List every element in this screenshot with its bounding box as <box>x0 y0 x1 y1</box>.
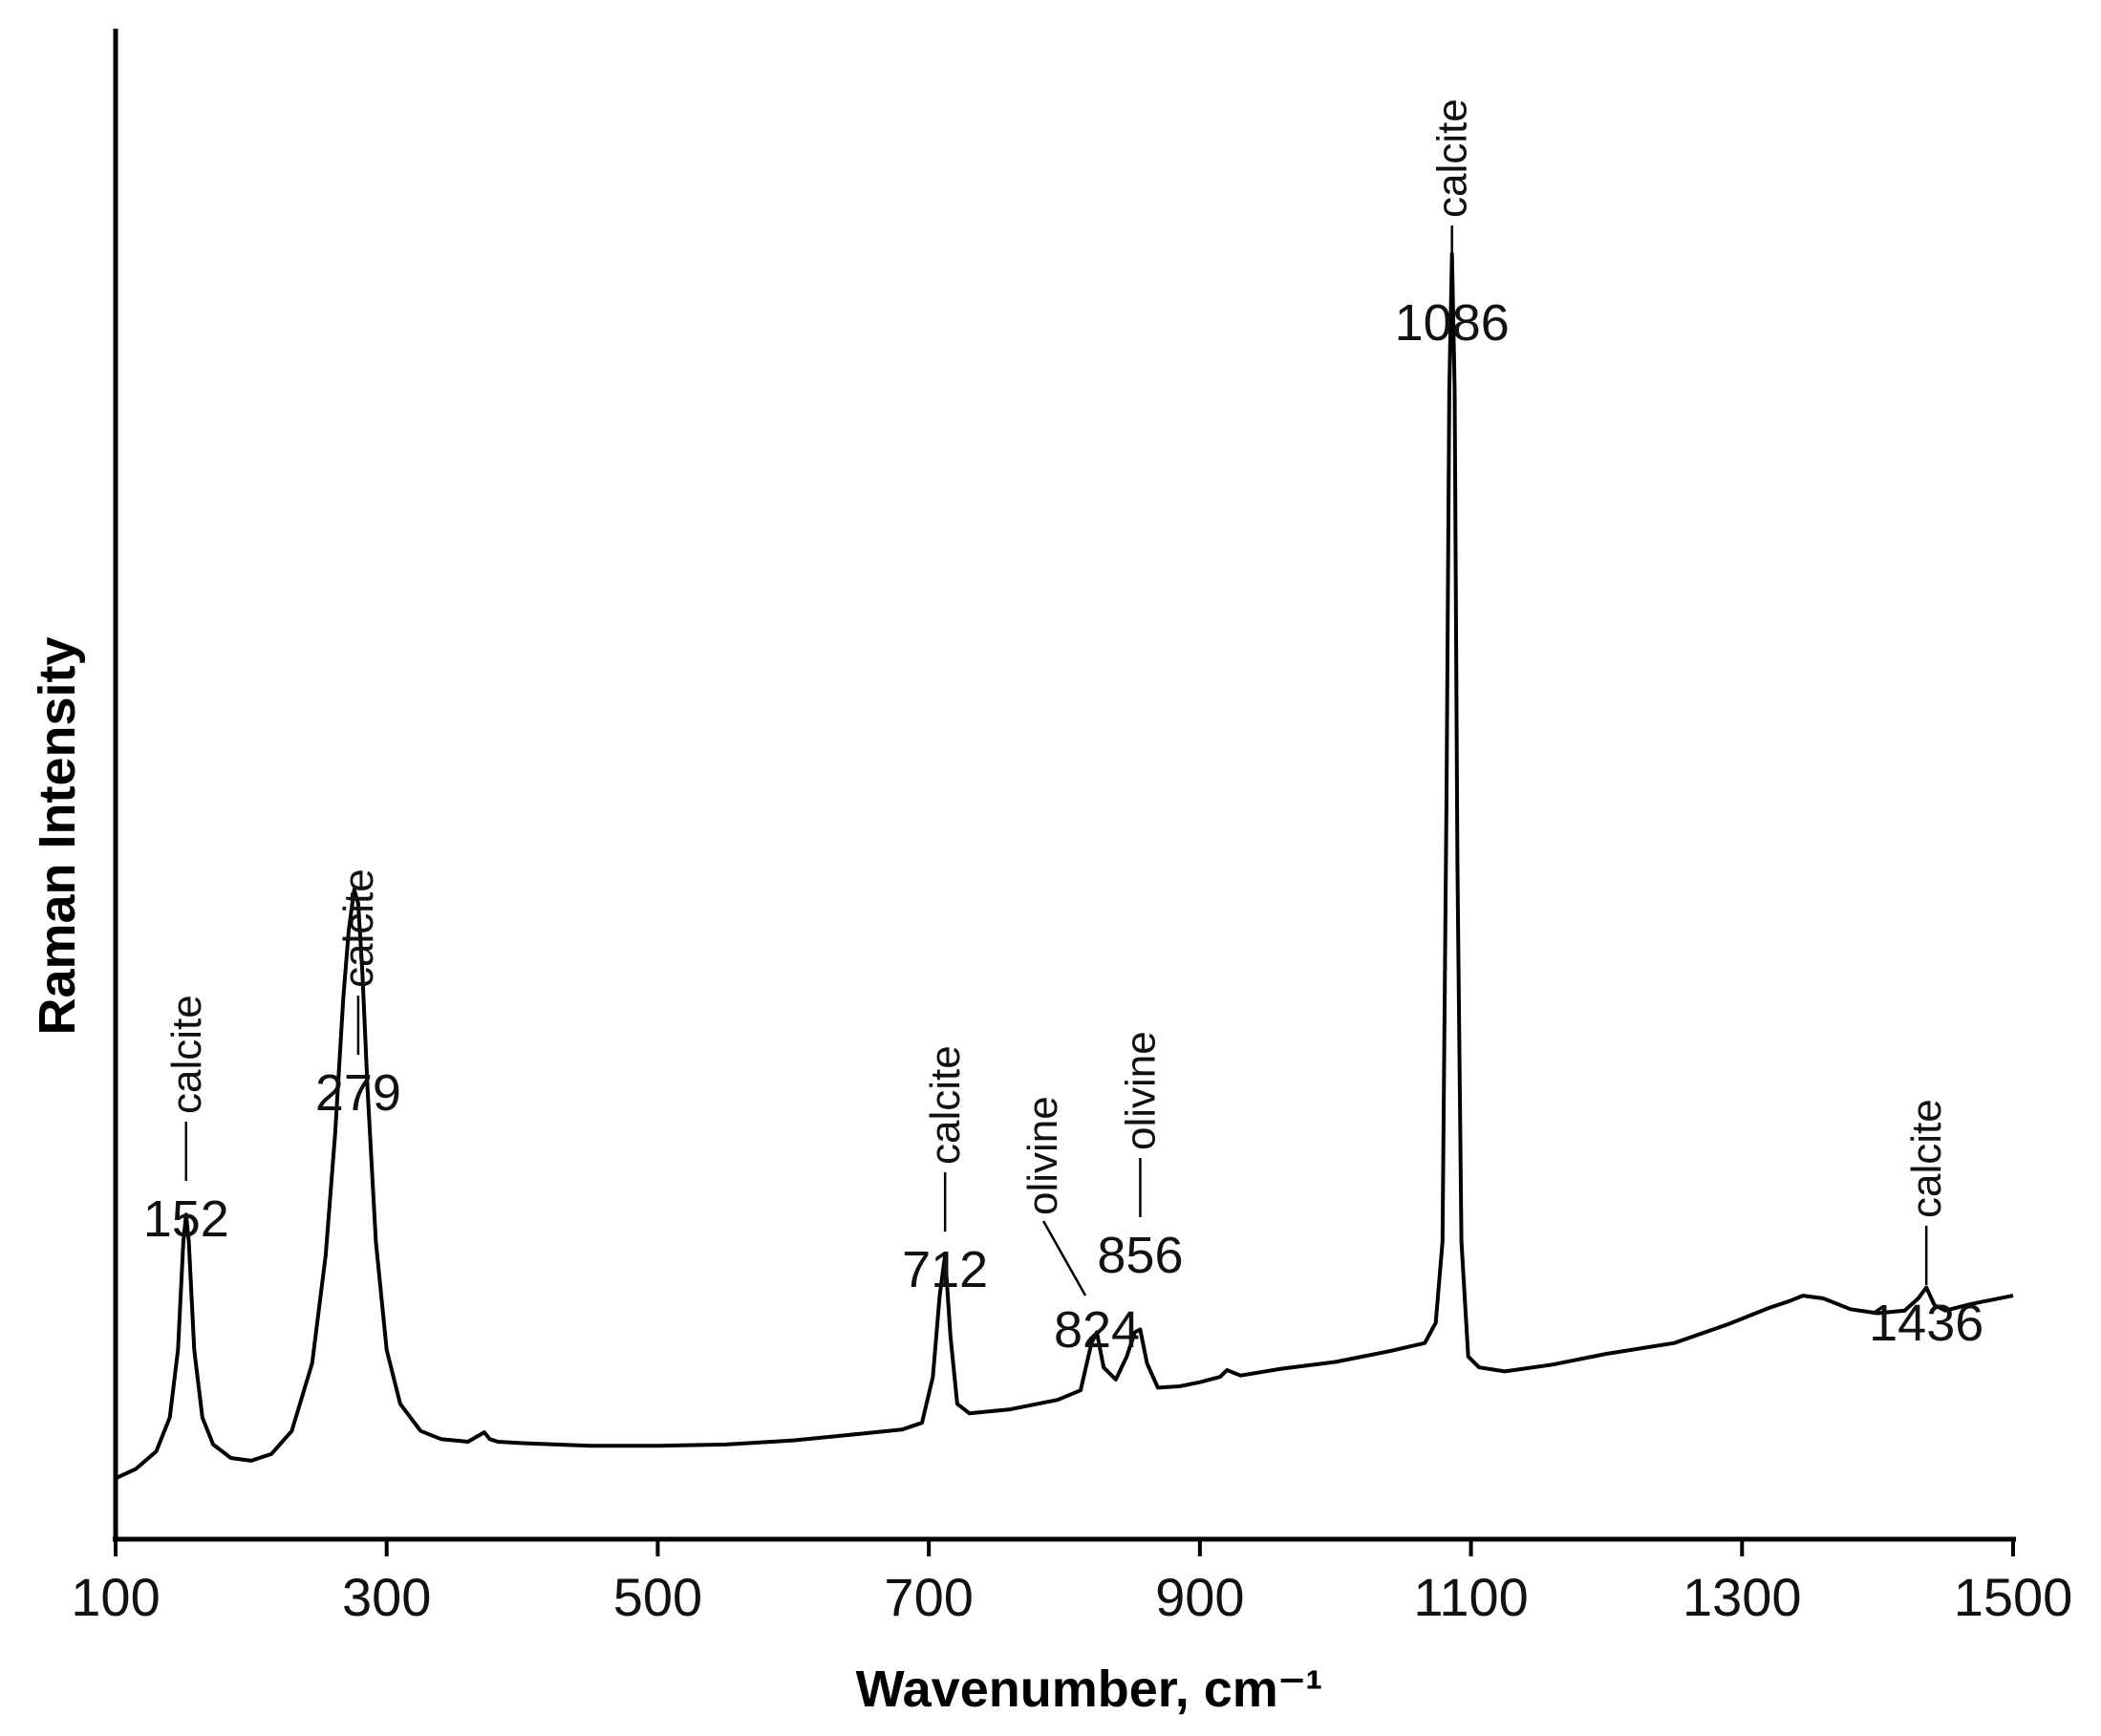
y-axis-title: Raman Intensity <box>29 636 86 1035</box>
mineral-label-152: calcite <box>163 995 210 1114</box>
peak-label-856: 856 <box>1097 1227 1183 1284</box>
mineral-label-1086: calcite <box>1429 98 1476 218</box>
x-axis-title: Wavenumber, cm⁻¹ <box>856 1661 1323 1718</box>
x-tick-label-500: 500 <box>613 1567 702 1627</box>
x-tick-label-900: 900 <box>1155 1567 1244 1627</box>
x-axis-ticks <box>114 1539 2015 1556</box>
spectrum-series-line <box>115 251 2014 1481</box>
x-tick-label-300: 300 <box>342 1567 431 1627</box>
leader-line-824 <box>1041 1220 1087 1297</box>
mineral-label-712: calcite <box>922 1045 969 1165</box>
mineral-label-279: calcite <box>335 868 382 988</box>
peak-label-279: 279 <box>315 1064 401 1122</box>
mineral-label-1436: calcite <box>1903 1099 1950 1218</box>
peak-label-152: 152 <box>143 1190 229 1248</box>
mineral-label-856: olivine <box>1117 1031 1164 1150</box>
x-tick-label-100: 100 <box>71 1567 160 1627</box>
peak-annotations: 152 calcite 279 calcite 712 calcite 824 olivine… <box>143 98 1984 1359</box>
x-tick-label-700: 700 <box>884 1567 973 1627</box>
x-tick-label-1100: 1100 <box>1413 1567 1528 1627</box>
peak-label-712: 712 <box>902 1241 988 1298</box>
peak-label-824: 824 <box>1054 1301 1140 1359</box>
mineral-label-824: olivine <box>1019 1096 1066 1215</box>
peak-label-1436: 1436 <box>1869 1295 1983 1352</box>
x-tick-label-1500: 1500 <box>1954 1567 2073 1627</box>
x-tick-label-1300: 1300 <box>1683 1567 1802 1627</box>
x-axis-tick-labels: 100 300 500 700 900 1100 1300 1500 <box>71 1567 2072 1627</box>
peak-label-1086: 1086 <box>1395 294 1510 352</box>
